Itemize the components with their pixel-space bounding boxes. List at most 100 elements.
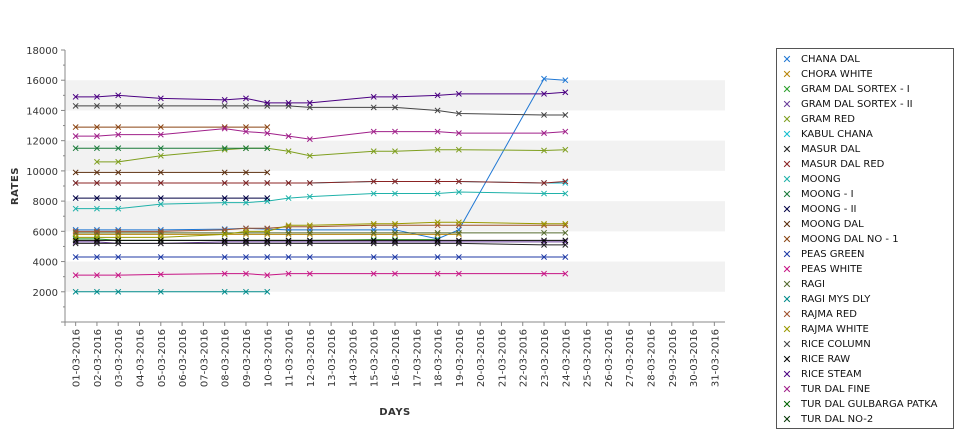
data-point <box>306 104 313 111</box>
y-tick-label: 16000 <box>26 76 58 87</box>
data-point <box>541 147 547 154</box>
x-tick-label: 12-03-2016 <box>306 329 317 387</box>
data-point <box>72 288 79 295</box>
legend-item: ✕ MOONG DAL <box>777 217 953 232</box>
data-point <box>221 125 228 132</box>
legend: ✕ CHANA DAL ✕ CHORA WHITE ✕ GRAM DAL SORTEX -… <box>776 48 954 429</box>
legend-label: RAJMA WHITE <box>801 324 869 335</box>
data-point <box>72 205 79 212</box>
y-axis: 2000 4000 6000 8000 10000 12000 14000 16000 1800… <box>26 46 66 326</box>
plot-area <box>72 75 569 295</box>
legend-item: ✕ TUR DAL GULBARGA PATKA <box>777 397 953 412</box>
data-point <box>455 219 462 226</box>
data-point <box>562 89 569 96</box>
legend-item: ✕ GRAM RED <box>777 112 953 127</box>
x-tick-label: 22-03-2016 <box>519 329 530 387</box>
data-point <box>243 180 249 186</box>
data-point <box>243 169 249 176</box>
data-point <box>306 229 313 236</box>
legend-label: RAGI MYS DLY <box>801 294 871 305</box>
series <box>72 222 569 235</box>
data-point <box>243 254 249 260</box>
series <box>72 270 569 279</box>
legend-marker: ✕ <box>782 308 792 321</box>
legend-marker: ✕ <box>782 293 792 306</box>
x-tick-label: 13-03-2016 <box>327 329 338 387</box>
data-point <box>157 195 164 202</box>
x-tick-label: 10-03-2016 <box>263 329 274 387</box>
legend-marker: ✕ <box>782 353 792 366</box>
legend-marker: ✕ <box>782 413 792 426</box>
data-point <box>562 190 569 197</box>
data-point <box>370 237 377 244</box>
data-point <box>72 93 79 100</box>
data-point <box>72 133 79 140</box>
y-tick-label: 6000 <box>33 227 58 238</box>
series <box>72 125 569 143</box>
series-line <box>75 242 566 246</box>
data-point <box>264 195 271 202</box>
legend-item: ✕ TUR DAL FINE <box>777 382 953 397</box>
data-point <box>306 136 313 143</box>
data-point <box>264 254 271 260</box>
data-point <box>434 270 441 277</box>
data-point <box>434 128 441 135</box>
data-point <box>370 190 377 197</box>
data-point <box>221 270 228 277</box>
legend-marker: ✕ <box>782 248 792 261</box>
data-point <box>392 190 398 197</box>
legend-marker: ✕ <box>782 323 792 336</box>
data-point <box>370 148 377 155</box>
x-axis: 01-03-2016 02-03-2016 03-03-2016 04-03-2016… <box>61 321 725 387</box>
data-point <box>264 130 271 137</box>
x-axis-title: DAYS <box>379 407 411 418</box>
x-tick-label: 03-03-2016 <box>114 329 125 387</box>
data-point <box>541 237 547 244</box>
data-point <box>264 288 271 295</box>
data-point <box>264 272 271 279</box>
series <box>72 254 569 260</box>
legend-item: ✕ CHANA DAL <box>777 52 953 67</box>
data-point <box>285 270 292 277</box>
data-point <box>93 237 100 244</box>
data-point <box>157 152 164 159</box>
grid-band <box>65 140 725 171</box>
legend-label: RAGI <box>801 279 825 290</box>
legend-marker: ✕ <box>782 218 792 231</box>
legend-marker: ✕ <box>782 128 792 141</box>
data-point <box>562 241 569 248</box>
data-point <box>72 195 79 202</box>
legend-marker: ✕ <box>782 158 792 171</box>
data-point <box>221 254 228 260</box>
data-point <box>115 205 122 212</box>
data-point <box>370 270 377 277</box>
x-tick-label: 30-03-2016 <box>689 329 700 387</box>
legend-item: ✕ KABUL CHANA <box>777 127 953 142</box>
legend-label: MOONG DAL <box>801 219 864 230</box>
legend-label: GRAM RED <box>801 114 855 125</box>
data-point <box>562 229 569 236</box>
data-point <box>264 99 271 106</box>
data-point <box>221 96 228 103</box>
y-axis-title: RATES <box>10 167 21 205</box>
data-point <box>370 220 377 227</box>
legend-label: PEAS GREEN <box>801 249 865 260</box>
series <box>72 89 569 106</box>
legend-label: MOONG DAL NO - 1 <box>801 234 899 245</box>
y-tick-label: 10000 <box>26 167 58 178</box>
data-point <box>541 180 547 186</box>
data-point <box>264 180 271 186</box>
data-point <box>455 270 462 277</box>
data-point <box>434 107 441 114</box>
data-point <box>115 158 122 165</box>
x-tick-label: 11-03-2016 <box>285 329 296 387</box>
x-tick-label: 09-03-2016 <box>242 329 253 387</box>
data-point <box>285 237 292 244</box>
data-point <box>221 102 228 109</box>
x-tick-label: 20-03-2016 <box>476 329 487 387</box>
data-point <box>115 102 122 109</box>
data-point <box>562 237 569 244</box>
data-point <box>370 128 377 135</box>
x-tick-label: 15-03-2016 <box>370 329 381 387</box>
legend-label: MOONG - II <box>801 204 857 215</box>
